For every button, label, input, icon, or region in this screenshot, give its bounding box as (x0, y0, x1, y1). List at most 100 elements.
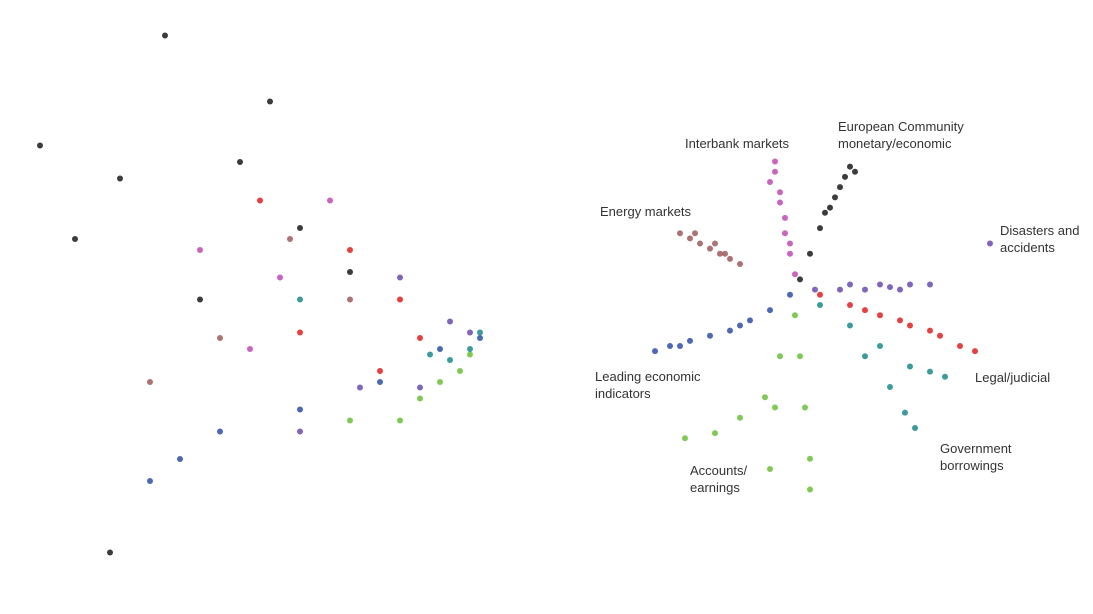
point (427, 351, 433, 358)
point (907, 281, 913, 288)
point (777, 189, 783, 196)
point (677, 230, 683, 237)
point (297, 406, 303, 413)
point (847, 322, 853, 329)
point (897, 317, 903, 324)
point (477, 329, 483, 336)
point (767, 307, 773, 314)
point (862, 353, 868, 360)
point (437, 346, 443, 352)
point (297, 428, 303, 435)
point (177, 456, 183, 462)
point (927, 327, 933, 334)
point (842, 173, 848, 180)
point (787, 250, 793, 257)
point (772, 168, 778, 175)
point (787, 240, 793, 247)
point (807, 486, 813, 493)
point (277, 274, 283, 281)
point (817, 302, 823, 308)
cluster-label: Interbank markets (685, 136, 790, 151)
point (767, 466, 773, 472)
point (467, 351, 473, 358)
point (297, 225, 303, 231)
point (297, 296, 303, 303)
point (797, 353, 803, 360)
point (697, 240, 703, 247)
point (827, 204, 833, 211)
cluster-label: Disasters and accidents (1000, 223, 1080, 255)
point (247, 346, 253, 352)
point (937, 332, 943, 339)
point (467, 329, 473, 336)
point (217, 335, 223, 341)
point (907, 322, 913, 329)
point (357, 384, 363, 391)
point (117, 175, 123, 182)
point (987, 240, 993, 247)
point (817, 225, 823, 232)
point (722, 250, 728, 257)
point (832, 194, 838, 201)
point (687, 337, 693, 344)
point (807, 455, 813, 462)
point (862, 307, 868, 314)
point (792, 312, 798, 319)
point (847, 302, 853, 308)
point (652, 348, 658, 355)
point (897, 286, 903, 293)
point (772, 404, 778, 411)
point (727, 327, 733, 334)
point (767, 179, 773, 185)
point (712, 430, 718, 437)
point (862, 286, 868, 293)
point (347, 247, 353, 253)
point (797, 276, 803, 283)
point (877, 312, 883, 319)
point (707, 332, 713, 339)
point (37, 142, 43, 149)
point (197, 247, 203, 253)
point (972, 348, 978, 355)
point (667, 343, 673, 349)
point (847, 163, 853, 170)
cluster-label: Leading economic indicators (595, 369, 701, 401)
point (792, 271, 798, 278)
point (287, 236, 293, 242)
point (147, 478, 153, 484)
point (912, 425, 918, 431)
point (457, 368, 463, 374)
point (787, 291, 793, 298)
point (147, 379, 153, 385)
point (347, 269, 353, 275)
point (447, 318, 453, 325)
point (762, 394, 768, 401)
point (397, 417, 403, 424)
point (377, 368, 383, 374)
point (417, 335, 423, 341)
point (477, 335, 483, 341)
point (682, 435, 688, 442)
point (712, 240, 718, 247)
point (377, 379, 383, 385)
point (807, 250, 813, 257)
point (437, 379, 443, 385)
point (837, 286, 843, 293)
point (717, 250, 723, 257)
point (802, 404, 808, 411)
point (397, 274, 403, 281)
point (927, 281, 933, 288)
point (467, 346, 473, 352)
point (297, 329, 303, 336)
point (687, 235, 693, 242)
point (737, 414, 743, 421)
cluster-label: Energy markets (600, 204, 692, 219)
point (747, 317, 753, 324)
cluster-label: Government borrowings (940, 441, 1012, 473)
point (782, 230, 788, 237)
point (852, 168, 858, 175)
point (327, 197, 333, 204)
point (347, 296, 353, 303)
point (777, 199, 783, 206)
